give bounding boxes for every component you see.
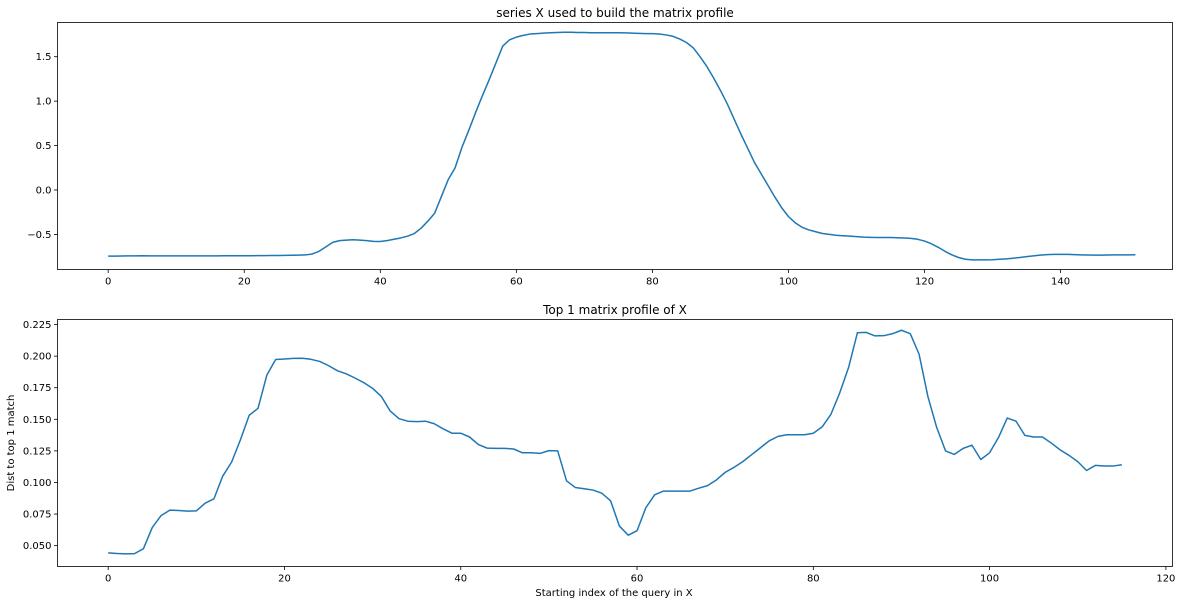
x-tick-label: 0 [105,277,111,288]
x-tick-label: 0 [105,574,111,585]
y-tick-label: 1.0 [36,97,52,108]
y-tick-label: 0.200 [23,352,52,363]
x-tick-label: 140 [1051,277,1070,288]
y-tick-label: 0.0 [36,185,52,196]
bottom-chart-title: Top 1 matrix profile of X [542,303,687,317]
x-tick-label: 100 [980,574,999,585]
series-x-line [108,31,1136,261]
y-tick-label: 0.150 [23,415,52,426]
bottom-axes: Top 1 matrix profile of X 0 20 40 60 80 100 12… [6,303,1175,599]
x-tick-label: 100 [779,277,798,288]
bottom-x-ticks: 0 20 40 60 80 100 120 [105,566,1175,585]
y-tick-label: 0.125 [23,446,52,457]
x-tick-label: 60 [510,277,523,288]
top-chart-title: series X used to build the matrix profil… [496,6,734,20]
y-tick-label: 0.050 [23,541,52,552]
y-tick-label: 0.5 [36,141,52,152]
x-tick-label: 40 [374,277,387,288]
x-tick-label: 80 [807,574,820,585]
bottom-axes-frame [57,319,1173,567]
top-x-ticks: 0 20 40 60 80 100 120 140 [105,269,1070,288]
x-tick-label: 80 [646,277,659,288]
x-tick-label: 40 [454,574,467,585]
x-tick-label: 120 [915,277,934,288]
top-axes: series X used to build the matrix profil… [27,6,1173,288]
x-tick-label: 20 [278,574,291,585]
y-tick-label: 0.175 [23,383,52,394]
bottom-x-axis-label: Starting index of the query in X [535,588,692,599]
x-tick-label: 120 [1156,574,1175,585]
bottom-y-axis-label: Dist to top 1 match [6,395,17,492]
top-axes-frame [57,22,1173,270]
x-tick-label: 60 [631,574,644,585]
y-tick-label: 0.100 [23,478,52,489]
x-tick-label: 20 [238,277,251,288]
bottom-y-ticks: 0.050 0.075 0.100 0.125 0.150 0.175 0.200 0.225 [23,320,58,552]
y-tick-label: 1.5 [36,52,52,63]
y-tick-label: 0.225 [23,320,52,331]
top-y-ticks: −0.5 0.0 0.5 1.0 1.5 [27,52,58,241]
matrix-profile-line [108,329,1122,555]
y-tick-label: −0.5 [27,230,51,241]
y-tick-label: 0.075 [23,510,52,521]
